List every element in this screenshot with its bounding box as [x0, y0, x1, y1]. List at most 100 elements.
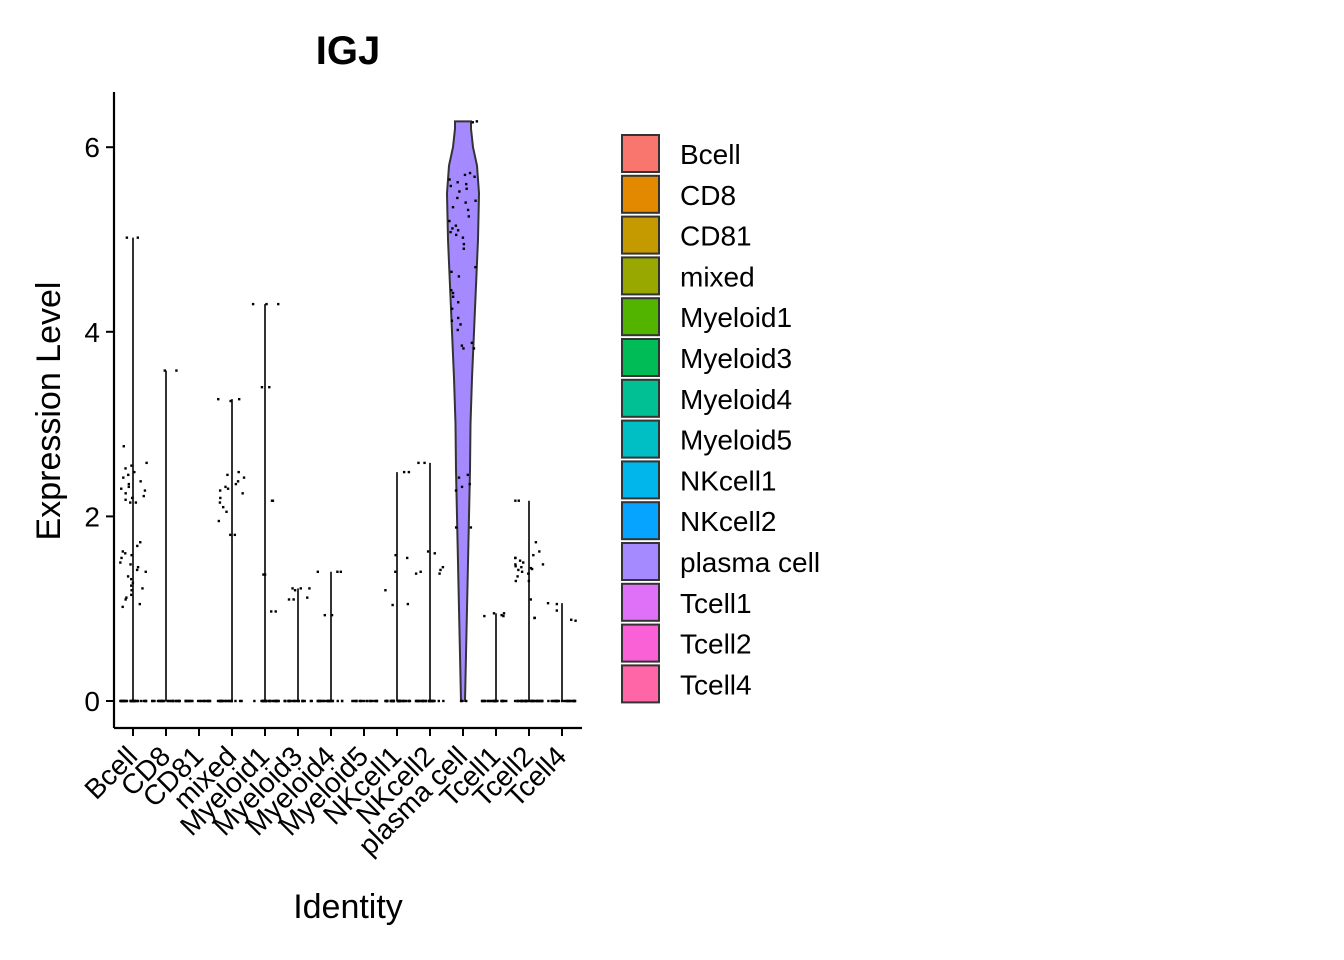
legend-label: plasma cell [680, 547, 820, 578]
data-point [218, 489, 222, 492]
data-point [467, 215, 471, 218]
data-point [326, 699, 330, 703]
data-point [405, 556, 409, 560]
data-point [139, 480, 142, 483]
y-tick-label: 4 [84, 317, 100, 348]
data-point [289, 699, 292, 703]
data-point [451, 295, 455, 298]
data-point [188, 699, 191, 703]
data-point [325, 699, 328, 703]
data-point [178, 699, 181, 703]
data-point [267, 699, 270, 703]
data-point [126, 575, 130, 578]
data-point [274, 610, 277, 613]
data-point [456, 229, 460, 232]
legend-label: mixed [680, 261, 755, 292]
data-point [458, 190, 461, 193]
data-point [448, 219, 451, 223]
data-point [450, 289, 453, 292]
data-point [125, 596, 128, 599]
data-point [130, 553, 133, 557]
legend-label: NKcell2 [680, 506, 776, 537]
data-point [502, 614, 505, 618]
data-point [441, 565, 445, 569]
data-point [121, 699, 124, 703]
legend-label: Tcell1 [680, 588, 752, 619]
data-point [528, 699, 531, 703]
data-point [502, 612, 506, 615]
legend-key [621, 174, 660, 214]
data-point [273, 699, 276, 703]
violin-NKcell2 [414, 461, 445, 703]
data-point [474, 265, 477, 269]
data-point [127, 482, 131, 486]
data-point [175, 369, 178, 372]
data-point [450, 270, 453, 274]
data-point [456, 196, 459, 200]
data-point [190, 699, 193, 703]
data-point [419, 570, 422, 573]
data-point [517, 568, 520, 572]
legend-key [621, 582, 660, 622]
data-point [265, 699, 268, 703]
data-point [207, 699, 210, 703]
data-point [287, 699, 291, 703]
data-point [233, 533, 237, 537]
data-point [555, 699, 558, 703]
data-point [570, 618, 573, 621]
data-point [560, 699, 564, 703]
violin-Myeloid1 [251, 302, 280, 703]
data-point [145, 461, 148, 465]
data-point [471, 121, 474, 124]
legend-key [621, 338, 660, 377]
y-tick-label: 6 [84, 132, 100, 163]
data-point [530, 567, 534, 571]
data-point [472, 347, 476, 350]
data-point [219, 699, 223, 703]
data-point [514, 556, 517, 560]
data-point [573, 699, 576, 703]
legend-label: Myeloid5 [680, 425, 792, 456]
data-point [419, 699, 422, 703]
data-point [534, 699, 537, 703]
legend-key [621, 419, 660, 459]
y-tick-label: 2 [84, 501, 100, 532]
data-point [198, 699, 202, 703]
data-point [328, 699, 331, 703]
x-axis-title: Identity [293, 888, 403, 926]
data-point [228, 699, 231, 703]
data-point [216, 699, 220, 703]
legend-key [621, 501, 660, 541]
data-point [494, 699, 498, 703]
data-point [174, 699, 178, 703]
data-point [229, 533, 232, 537]
data-point [268, 385, 271, 389]
data-point [136, 565, 140, 569]
data-point [362, 699, 365, 703]
data-point [160, 699, 164, 703]
data-point [262, 573, 265, 576]
data-point [454, 489, 458, 492]
data-point [230, 699, 233, 703]
data-point [219, 496, 222, 500]
data-point [253, 699, 256, 703]
data-point [158, 699, 161, 703]
data-point [450, 307, 454, 310]
violin-CD81 [184, 699, 212, 703]
data-point [130, 577, 133, 581]
violin-Myeloid4 [316, 570, 344, 703]
data-point [138, 602, 142, 606]
legend-label: CD81 [680, 221, 752, 252]
data-point [465, 187, 468, 190]
legend-label: Tcell2 [680, 629, 752, 660]
legend-key [621, 542, 660, 581]
data-point [527, 579, 531, 583]
data-point [263, 573, 267, 576]
data-point [489, 699, 493, 703]
violin-Myeloid3 [283, 587, 313, 703]
data-point [407, 470, 411, 474]
data-point [226, 699, 230, 703]
data-point [406, 602, 410, 606]
data-point [392, 699, 395, 703]
data-point [426, 550, 430, 553]
